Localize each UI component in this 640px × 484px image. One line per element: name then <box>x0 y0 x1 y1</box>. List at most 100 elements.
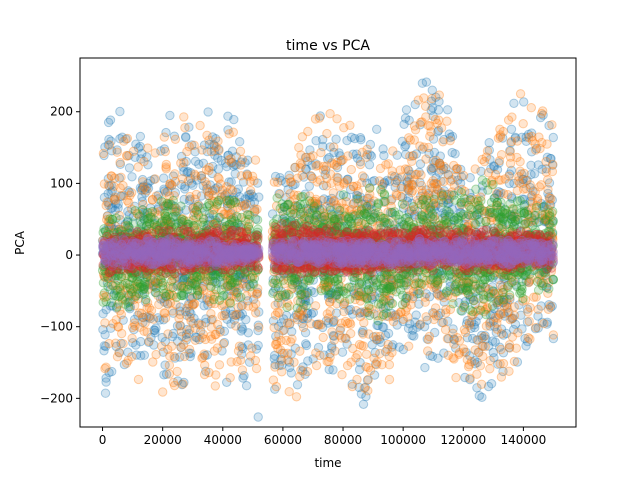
data-point <box>235 137 245 147</box>
data-point <box>186 294 196 304</box>
data-point <box>321 231 331 242</box>
data-point <box>406 243 417 253</box>
data-point <box>242 239 252 249</box>
data-point <box>219 326 230 336</box>
data-point <box>226 208 236 219</box>
data-point <box>434 158 445 168</box>
data-point <box>399 254 410 265</box>
data-point <box>194 320 205 330</box>
data-point <box>236 301 247 311</box>
data-point <box>331 241 341 252</box>
data-point <box>285 256 295 266</box>
data-point <box>103 174 114 184</box>
data-point <box>284 240 294 250</box>
data-point <box>167 331 178 342</box>
data-point <box>500 311 510 321</box>
data-point <box>226 305 236 316</box>
data-point <box>276 176 286 186</box>
data-point <box>472 357 482 368</box>
data-point <box>404 186 414 196</box>
data-point <box>526 160 536 171</box>
data-point <box>184 306 195 317</box>
data-point <box>449 335 459 345</box>
data-point <box>226 357 236 367</box>
data-point <box>332 114 342 124</box>
data-point <box>498 330 509 340</box>
data-point <box>340 250 350 261</box>
data-point <box>241 203 251 213</box>
data-point <box>427 85 437 95</box>
data-point <box>143 143 153 153</box>
data-point <box>385 296 395 306</box>
data-point <box>529 211 539 221</box>
data-point <box>112 147 122 157</box>
data-point <box>293 285 303 296</box>
data-point <box>176 201 186 211</box>
data-point <box>391 210 401 221</box>
data-point <box>236 355 246 365</box>
data-point <box>412 169 422 180</box>
data-point <box>325 306 335 317</box>
data-point <box>204 213 215 223</box>
data-point <box>409 248 420 259</box>
data-point <box>143 178 153 189</box>
data-point <box>236 157 246 167</box>
data-point <box>220 190 230 200</box>
data-point <box>235 271 245 282</box>
data-point <box>182 310 192 320</box>
data-point <box>495 132 505 142</box>
data-point <box>104 200 114 210</box>
data-point <box>516 169 527 179</box>
data-point <box>234 220 244 231</box>
data-point <box>163 329 173 339</box>
data-point <box>334 181 345 192</box>
data-point <box>383 328 394 339</box>
data-point <box>515 288 525 298</box>
data-point <box>428 270 439 280</box>
data-point <box>473 250 483 260</box>
data-point <box>306 319 316 329</box>
data-point <box>299 299 309 310</box>
data-point <box>456 164 466 175</box>
data-point <box>347 381 357 392</box>
data-point <box>275 203 285 214</box>
data-point <box>214 145 224 156</box>
data-point <box>490 209 500 219</box>
data-point <box>337 333 347 343</box>
data-point <box>186 168 196 178</box>
data-point <box>510 133 520 143</box>
data-point <box>339 306 349 317</box>
data-point <box>253 340 263 351</box>
data-point <box>318 263 329 274</box>
data-point <box>292 380 303 390</box>
data-point <box>178 289 189 299</box>
data-point <box>217 247 227 257</box>
data-point <box>543 184 553 195</box>
data-point <box>285 189 295 199</box>
data-point <box>532 202 542 213</box>
data-point <box>115 191 126 201</box>
data-point <box>142 327 153 337</box>
data-point <box>356 226 367 236</box>
data-point <box>398 314 408 324</box>
data-point <box>495 234 506 244</box>
data-point <box>241 381 252 391</box>
data-point <box>203 107 213 117</box>
data-point <box>308 307 318 318</box>
data-point <box>548 206 558 217</box>
data-point <box>103 273 114 283</box>
data-point <box>504 171 514 181</box>
data-point <box>102 278 113 288</box>
data-point <box>336 318 347 328</box>
data-point <box>143 183 154 194</box>
data-point <box>366 204 376 215</box>
data-point <box>329 142 339 152</box>
data-point <box>384 301 394 311</box>
data-point <box>410 209 420 220</box>
data-point <box>168 282 178 293</box>
data-point <box>297 313 307 323</box>
data-point <box>311 360 322 371</box>
data-point <box>441 215 451 225</box>
data-point <box>450 149 460 159</box>
